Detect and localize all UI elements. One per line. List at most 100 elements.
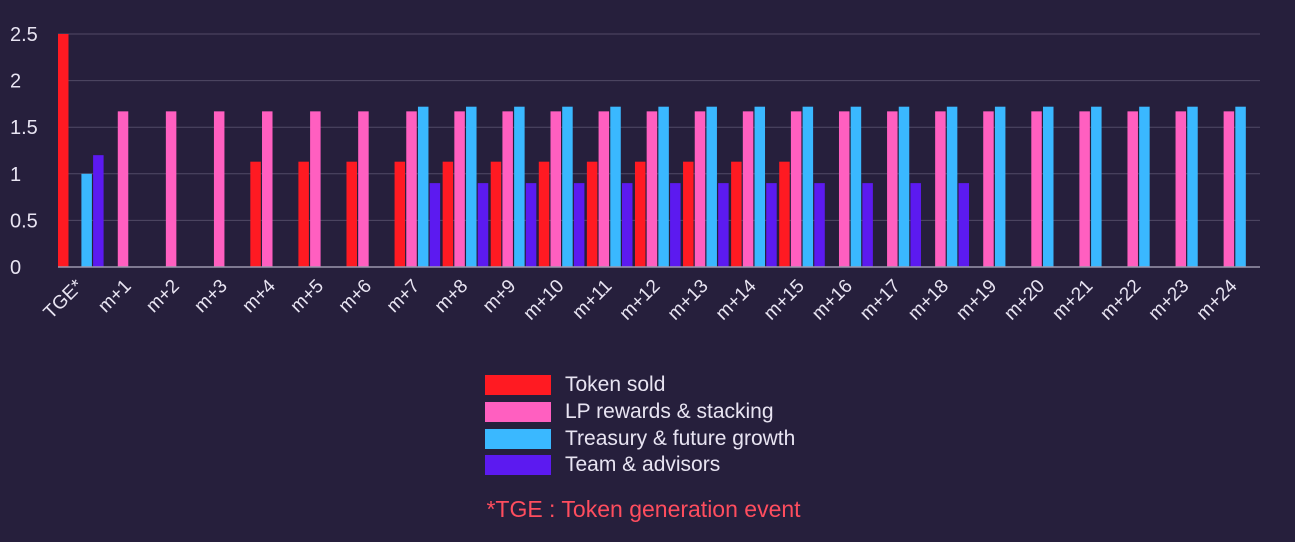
- x-tick-label: m+6: [335, 276, 376, 317]
- legend-swatch-team: [485, 455, 551, 476]
- y-tick-label: 2.5: [10, 24, 38, 46]
- legend-swatch-lp-rewards: [485, 402, 551, 423]
- bar: [394, 161, 406, 267]
- bar: [802, 106, 814, 267]
- bar: [429, 183, 441, 267]
- bar: [490, 161, 502, 267]
- x-tick-label: m+21: [1048, 276, 1097, 325]
- bar: [634, 161, 646, 267]
- y-tick-label: 1: [10, 164, 21, 186]
- bar: [862, 183, 873, 267]
- bar: [958, 183, 970, 267]
- bar: [910, 183, 921, 267]
- x-tick-label: m+11: [569, 276, 617, 324]
- bar: [58, 34, 69, 267]
- bar: [550, 111, 561, 267]
- x-tick-label: m+24: [1193, 275, 1242, 324]
- x-tick-label: m+19: [952, 276, 1001, 325]
- bar: [1223, 111, 1235, 267]
- bar: [165, 111, 177, 267]
- x-tick-label: m+2: [142, 276, 183, 317]
- y-tick-label: 0: [10, 257, 21, 279]
- bar: [442, 161, 454, 267]
- y-tick-label: 1.5: [10, 117, 38, 139]
- legend-item-token-sold: Token sold: [485, 372, 795, 399]
- legend-swatch-treasury: [485, 428, 551, 449]
- bar: [935, 111, 946, 267]
- x-tick-label: m+16: [808, 276, 857, 325]
- bar: [466, 106, 477, 267]
- bar: [514, 106, 525, 267]
- bar: [610, 106, 621, 267]
- bar: [298, 161, 309, 267]
- x-axis-ticks: TGE* m+1 m+2 m+3 m+4 m+5 m+6 m+7 m+8 m+9 m+10 m+11 m…: [40, 275, 1242, 324]
- bar: [1127, 111, 1138, 267]
- legend-item-lp-rewards: LP rewards & stacking: [485, 399, 795, 426]
- x-tick-label: m+12: [616, 276, 665, 325]
- bar: [358, 111, 369, 267]
- bar: [718, 183, 729, 267]
- legend-item-team: Team & advisors: [485, 452, 795, 479]
- bar: [1139, 106, 1150, 267]
- bar: [850, 106, 862, 267]
- bar: [406, 111, 417, 267]
- legend-item-treasury: Treasury & future growth: [485, 425, 795, 452]
- bar: [706, 106, 717, 267]
- bar: [946, 106, 958, 267]
- bar: [683, 161, 694, 267]
- x-tick-label: m+17: [856, 276, 905, 325]
- legend-label-treasury: Treasury & future growth: [565, 426, 796, 450]
- bar: [310, 111, 321, 267]
- bar: [838, 111, 850, 267]
- x-tick-label: m+5: [287, 276, 328, 317]
- bar: [1079, 111, 1090, 267]
- bar: [117, 111, 129, 267]
- bar: [81, 173, 92, 267]
- footnote: *TGE : Token generation event: [486, 496, 801, 522]
- legend-label-lp-rewards: LP rewards & stacking: [565, 400, 774, 424]
- bar: [502, 111, 513, 267]
- bar: [994, 106, 1006, 267]
- bar: [213, 111, 225, 267]
- bar: [250, 161, 261, 267]
- y-axis-ticks: 0 0.5 1 1.5 2 2.5: [10, 24, 38, 279]
- bar: [346, 161, 357, 267]
- y-tick-label: 2: [10, 71, 21, 93]
- bar: [538, 161, 550, 267]
- bar: [670, 183, 681, 267]
- bar: [766, 183, 777, 267]
- bar: [658, 106, 669, 267]
- x-tick-label: m+9: [479, 276, 520, 317]
- bars: [58, 34, 1246, 267]
- bar: [898, 106, 910, 267]
- bar: [454, 111, 465, 267]
- bar: [417, 106, 429, 267]
- x-tick-label: m+8: [431, 276, 472, 317]
- x-tick-label: m+20: [1000, 276, 1049, 325]
- bar: [93, 155, 104, 267]
- bar: [1235, 106, 1246, 267]
- x-tick-label: m+22: [1097, 276, 1146, 325]
- bar: [814, 183, 825, 267]
- bar: [1175, 111, 1187, 267]
- bar: [621, 183, 633, 267]
- x-tick-label: m+14: [712, 275, 761, 324]
- x-tick-label: m+13: [664, 276, 713, 325]
- bar: [754, 106, 766, 267]
- bar: [694, 111, 706, 267]
- bar: [742, 111, 754, 267]
- legend-label-token-sold: Token sold: [565, 373, 666, 397]
- bar: [1091, 106, 1102, 267]
- bar: [1031, 111, 1042, 267]
- x-tick-label: m+3: [190, 276, 231, 317]
- bar: [646, 111, 658, 267]
- x-tick-label: m+18: [904, 276, 953, 325]
- x-tick-label: TGE*: [40, 275, 88, 323]
- x-tick-label: m+15: [760, 276, 809, 325]
- bar: [887, 111, 898, 267]
- bar: [983, 111, 994, 267]
- bar: [586, 161, 598, 267]
- bar: [1043, 106, 1054, 267]
- x-tick-label: m+4: [239, 275, 281, 317]
- bar: [262, 111, 273, 267]
